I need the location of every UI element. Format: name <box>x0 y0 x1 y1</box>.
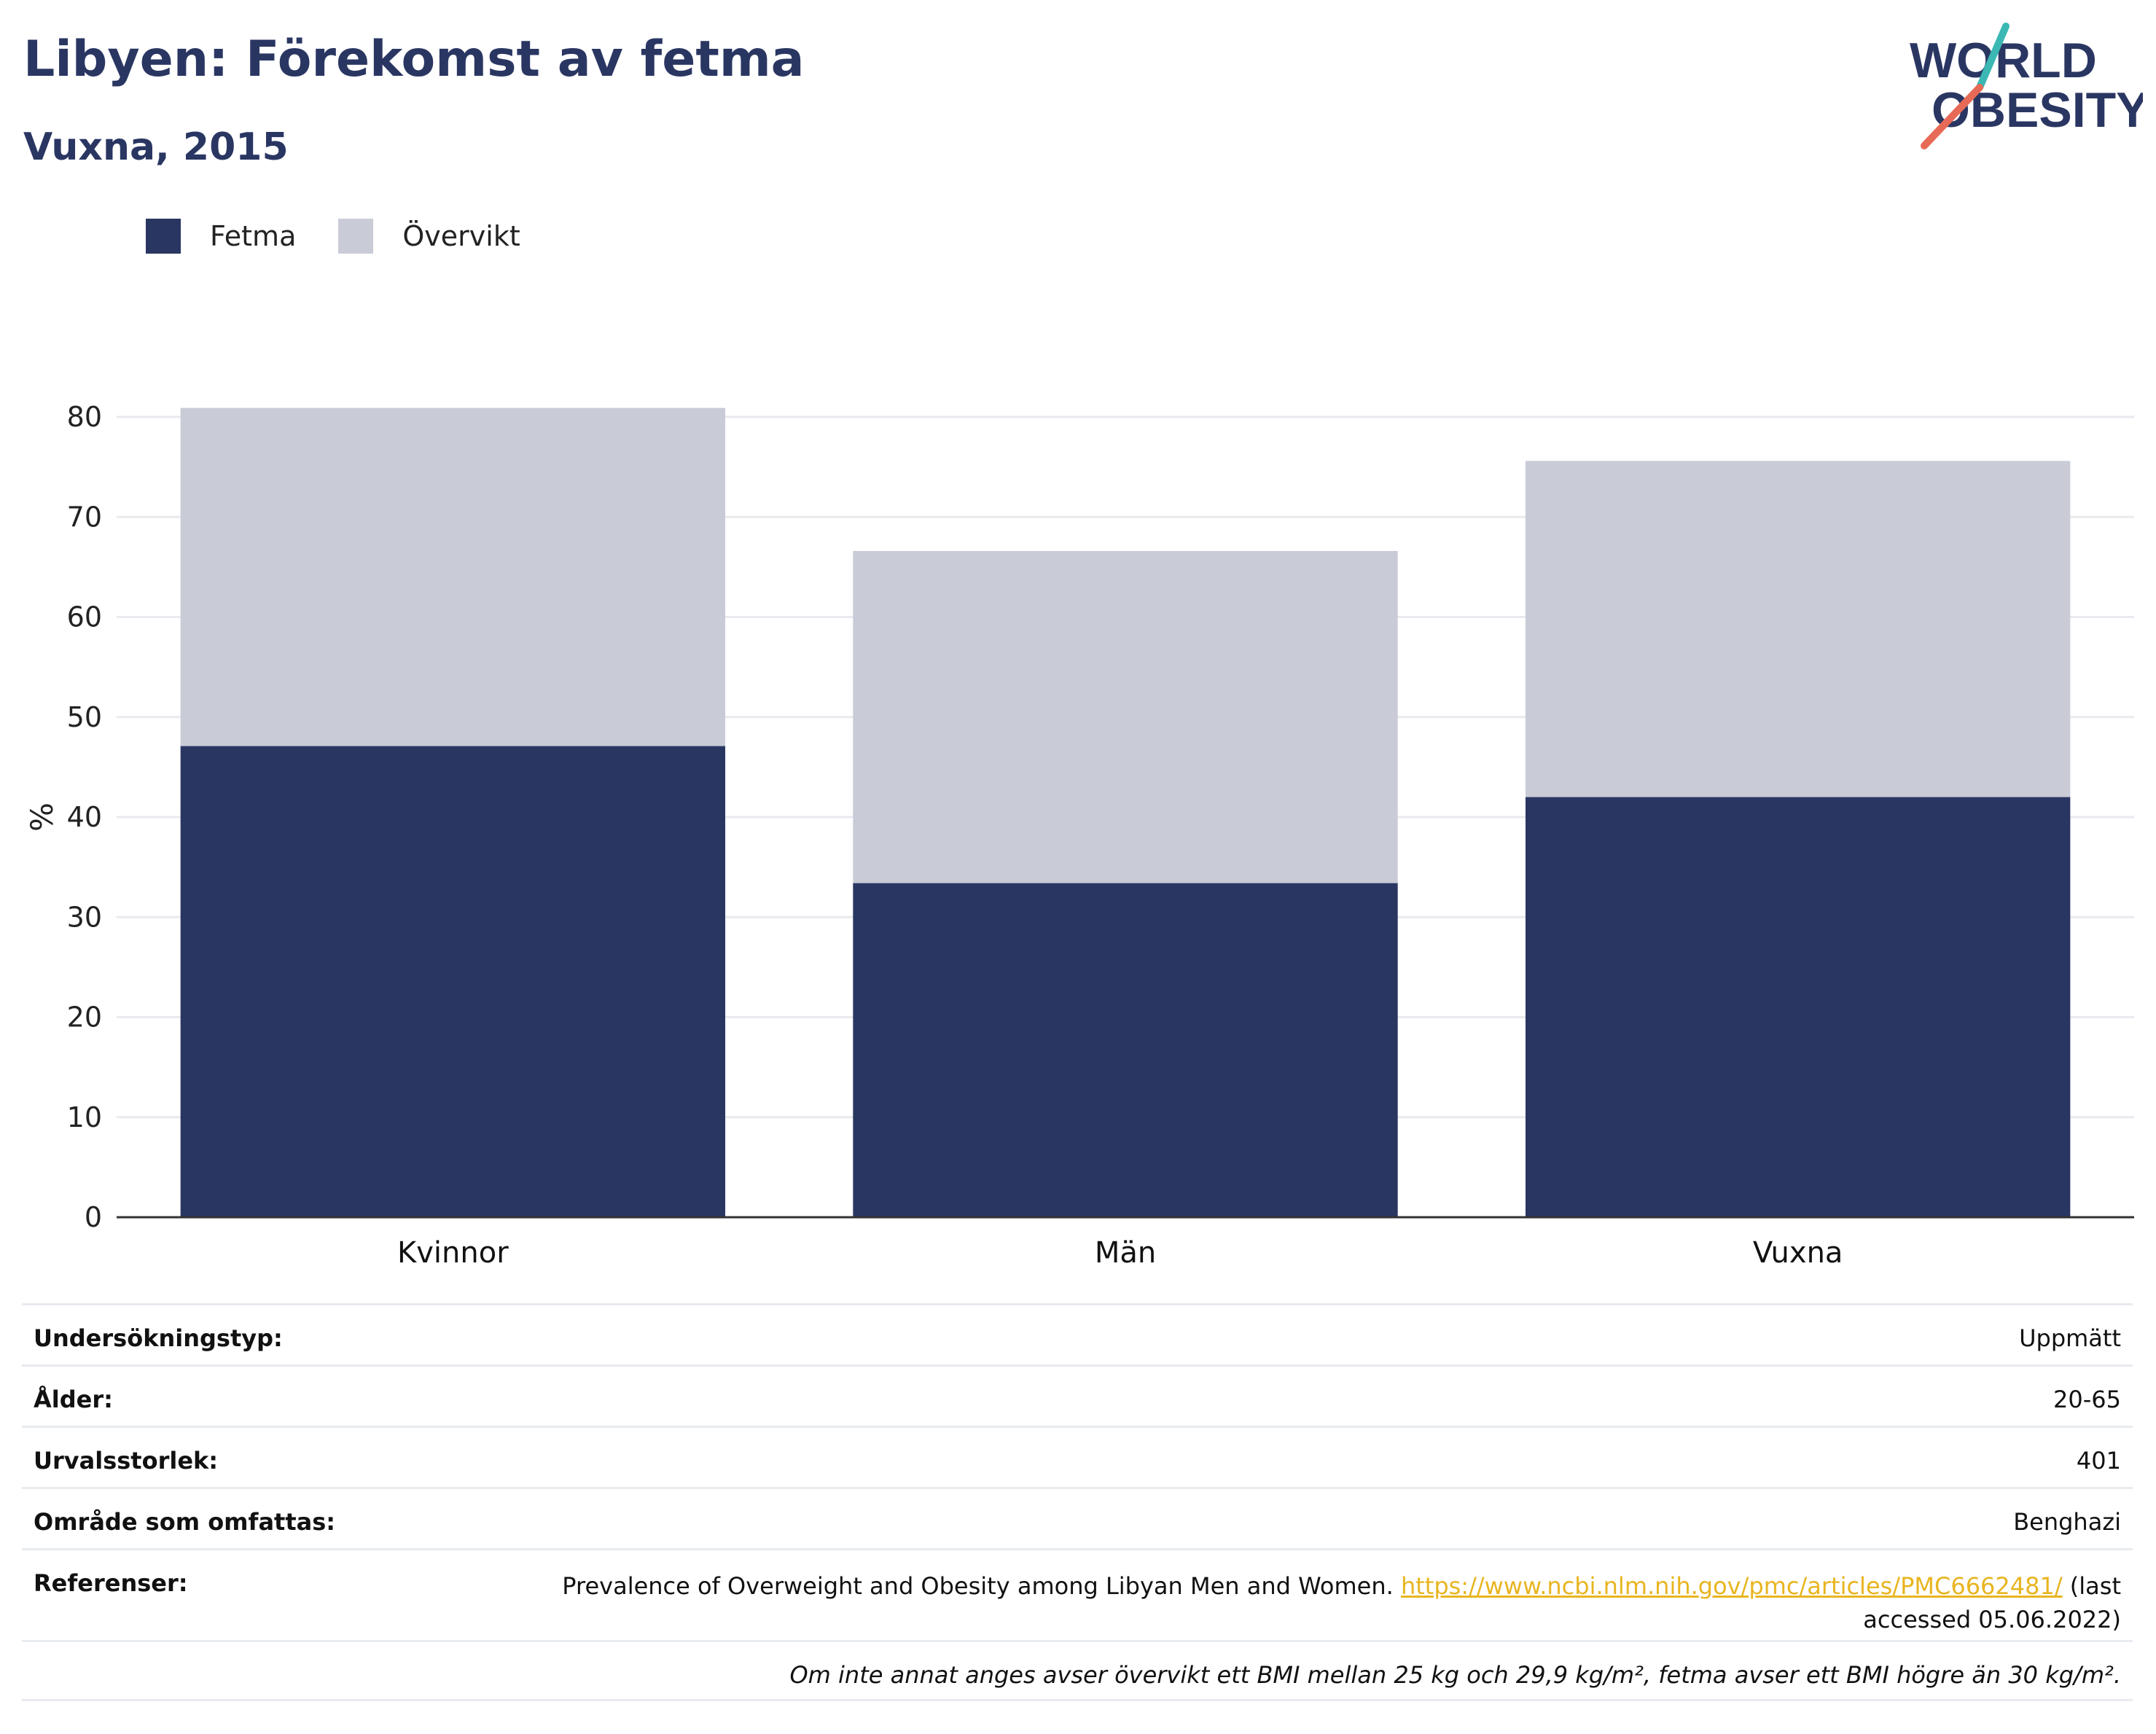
legend-item-overvikt: Övervikt <box>338 219 520 254</box>
row-survey-type: Undersökningstyp: Uppmätt <box>22 1303 2133 1364</box>
logo-line-2: OBESITY <box>1932 82 2143 138</box>
logo-slash-teal <box>1976 23 2009 91</box>
chart-subtitle: Vuxna, 2015 <box>23 125 289 169</box>
y-axis-label: % <box>24 802 60 832</box>
chart-title: Libyen: Förekomst av fetma <box>23 31 805 88</box>
row-references: Referenser: Prevalence of Overweight and… <box>22 1548 2133 1640</box>
legend-swatch-overvikt <box>338 219 374 254</box>
y-tick-label: 30 <box>67 901 102 933</box>
y-tick-label: 20 <box>67 1001 102 1034</box>
legend: Fetma Övervikt <box>146 216 563 257</box>
sample-size-value: 401 <box>2076 1447 2121 1475</box>
bar-fetma-mn <box>853 883 1398 1217</box>
row-sample-size: Urvalsstorlek: 401 <box>22 1426 2133 1487</box>
area-value: Benghazi <box>2013 1508 2121 1536</box>
bar-fetma-kvinnor <box>180 746 726 1217</box>
x-tick-label: Vuxna <box>1753 1236 1843 1270</box>
references-value: Prevalence of Overweight and Obesity amo… <box>517 1569 2121 1636</box>
bar-overvikt-vuxna <box>1525 461 2071 797</box>
sample-size-label: Urvalsstorlek: <box>34 1447 219 1475</box>
logo-line-1: WORLD <box>1910 33 2097 88</box>
row-area: Område som omfattas: Benghazi <box>22 1487 2133 1548</box>
survey-info-table: Undersökningstyp: Uppmätt Ålder: 20-65 U… <box>22 1303 2133 1701</box>
y-tick-label: 10 <box>67 1101 102 1133</box>
bar-chart: 0 10 20 30 40 50 60 70 80% Kvinnor Män Vuxna <box>24 401 2134 1270</box>
reference-link[interactable]: https://www.ncbi.nlm.nih.gov/pmc/article… <box>1400 1572 2063 1600</box>
world-obesity-logo: WORLD OBESITY <box>1910 23 2143 149</box>
area-label: Område som omfattas: <box>34 1508 336 1536</box>
y-tick-label: 70 <box>67 501 102 533</box>
row-age: Ålder: 20-65 <box>22 1364 2133 1426</box>
age-label: Ålder: <box>34 1386 113 1413</box>
y-tick-label: 80 <box>67 401 102 433</box>
survey-type-value: Uppmätt <box>2019 1324 2121 1352</box>
legend-label-overvikt: Övervikt <box>402 220 520 252</box>
age-value: 20-65 <box>2053 1386 2121 1413</box>
reference-accessed: (last accessed 05.06.2022) <box>1863 1572 2121 1633</box>
y-tick-label: 50 <box>67 701 102 733</box>
legend-item-fetma: Fetma <box>146 219 296 254</box>
legend-label-fetma: Fetma <box>210 220 297 252</box>
logo-slash-coral <box>1921 84 1983 149</box>
y-tick-label: 40 <box>67 801 102 833</box>
bar-overvikt-mn <box>853 550 1398 883</box>
row-note: Om inte annat anges avser övervikt ett B… <box>22 1640 2133 1701</box>
x-tick-label: Kvinnor <box>397 1236 509 1270</box>
references-label: Referenser: <box>34 1569 188 1597</box>
bar-overvikt-kvinnor <box>180 407 726 746</box>
survey-type-label: Undersökningstyp: <box>34 1324 283 1352</box>
y-tick-label: 60 <box>67 601 102 633</box>
bmi-definition-note: Om inte annat anges avser övervikt ett B… <box>789 1661 2121 1689</box>
legend-swatch-fetma <box>146 219 181 254</box>
y-tick-label: 0 <box>85 1201 102 1233</box>
x-tick-label: Män <box>1095 1236 1156 1270</box>
bar-fetma-vuxna <box>1525 797 2071 1217</box>
reference-text: Prevalence of Overweight and Obesity amo… <box>562 1572 1401 1600</box>
